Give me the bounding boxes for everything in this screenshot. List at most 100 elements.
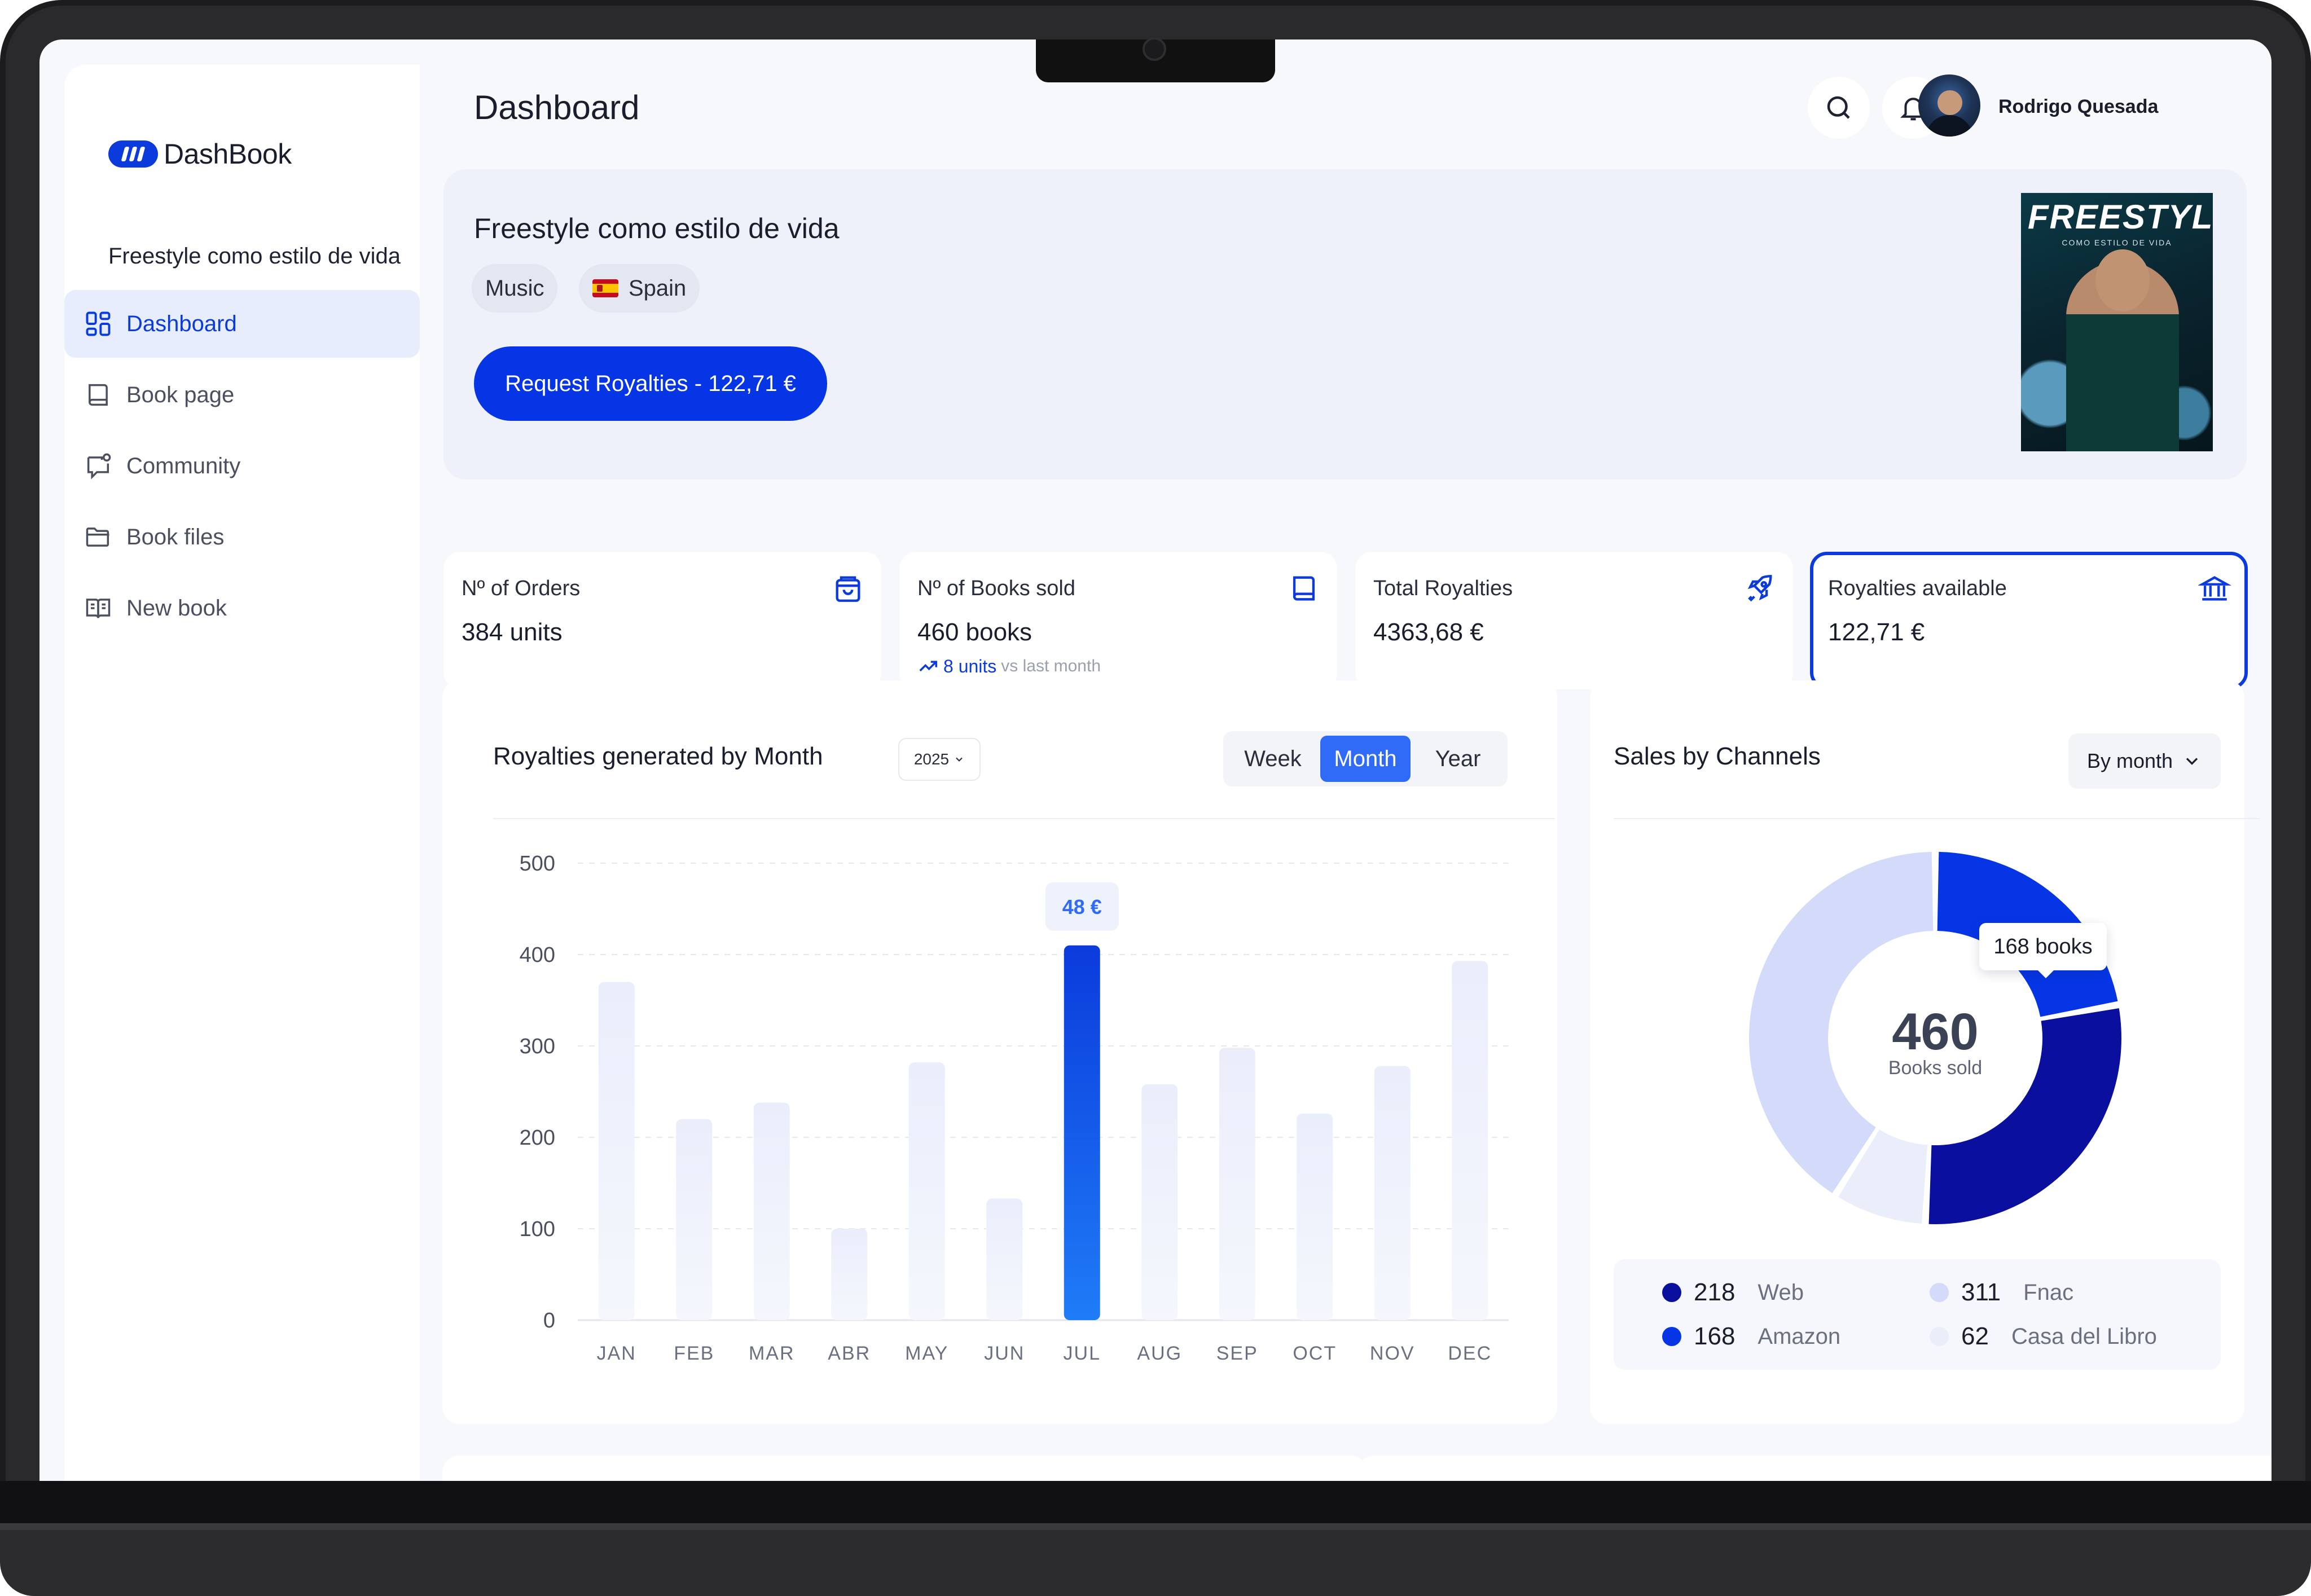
bar[interactable]	[1374, 1066, 1411, 1320]
bar[interactable]	[1452, 961, 1488, 1320]
avatar[interactable]	[1918, 74, 1980, 137]
trend-indicator: 8 units vs last month	[917, 656, 1101, 677]
bottom-card-right	[1357, 1456, 2272, 1481]
stat-card-royalties-available[interactable]: Royalties available 122,71 €	[1810, 552, 2248, 689]
search-button[interactable]	[1808, 77, 1870, 139]
request-royalties-button[interactable]: Request Royalties - 122,71 €	[474, 346, 827, 421]
sidebar-item-label: Dashboard	[126, 311, 237, 336]
x-tick-label: ABR	[828, 1343, 871, 1364]
y-tick-label: 400	[520, 943, 555, 967]
book-cover[interactable]: FREESTYLE COMO ESTILO DE VIDA	[2021, 193, 2213, 451]
bar[interactable]	[676, 1119, 713, 1320]
sidebar-item-label: Book page	[126, 382, 235, 407]
bar[interactable]	[831, 1229, 868, 1320]
x-tick-label: MAR	[749, 1343, 795, 1364]
period-toggle: Week Month Year	[1223, 731, 1508, 786]
stat-value: 4363,68 €	[1373, 618, 1484, 646]
donut-slice-web[interactable]	[1928, 1008, 2121, 1224]
sales-title: Sales by Channels	[1614, 742, 1821, 770]
stat-label: Royalties available	[1828, 577, 2007, 600]
sidebar-item-label: Community	[126, 453, 241, 478]
x-tick-label: JAN	[597, 1343, 636, 1364]
sidebar: DashBook Freestyle como estilo de vida D…	[64, 64, 420, 1481]
chevron-down-icon	[2186, 758, 2198, 765]
x-tick-label: MAY	[905, 1343, 948, 1364]
filter-label: By month	[2086, 749, 2173, 772]
bar[interactable]	[753, 1102, 790, 1320]
laptop-chin	[0, 1481, 2311, 1523]
bank-icon	[2198, 576, 2231, 601]
y-tick-label: 300	[520, 1035, 555, 1058]
y-tick-label: 100	[520, 1217, 555, 1241]
logo-icon	[108, 140, 158, 168]
donut-total-label: Books sold	[1888, 1057, 1982, 1079]
sidebar-item-book-page[interactable]: Book page	[64, 361, 420, 429]
x-tick-label: AUG	[1137, 1343, 1182, 1364]
legend-dot	[1662, 1283, 1681, 1302]
legend-name: Amazon	[1758, 1324, 1841, 1349]
camera-icon	[1143, 37, 1166, 61]
x-tick-label: JUN	[984, 1343, 1025, 1364]
laptop-base	[0, 1523, 2311, 1596]
search-icon	[1827, 96, 1850, 119]
spain-flag-icon	[592, 279, 618, 297]
bar[interactable]	[1219, 1048, 1255, 1320]
sidebar-item-book-files[interactable]: Book files	[64, 503, 420, 571]
sidebar-item-dashboard[interactable]: Dashboard	[64, 290, 420, 358]
country-chip: Spain	[579, 264, 700, 313]
x-tick-label: SEP	[1216, 1343, 1258, 1364]
period-filter-select[interactable]: By month	[2068, 733, 2221, 789]
legend-count: 311	[1961, 1278, 2001, 1306]
grid-icon	[86, 311, 111, 336]
bar[interactable]	[986, 1198, 1023, 1320]
bar-tooltip-text: 48 €	[1062, 895, 1102, 918]
bar[interactable]	[1141, 1084, 1178, 1320]
stat-card-total-royalties: Total Royalties 4363,68 €	[1355, 552, 1793, 689]
x-tick-label: JUL	[1064, 1343, 1101, 1364]
legend-dot	[1662, 1327, 1681, 1346]
bottom-card-left	[442, 1456, 1368, 1481]
trend-up-icon	[919, 661, 937, 672]
folder-icon	[86, 527, 109, 547]
sales-donut-chart: 460 Books sold	[1749, 852, 2121, 1224]
brand-logo[interactable]: DashBook	[108, 138, 292, 170]
tab-month[interactable]: Month	[1320, 736, 1411, 782]
chat-icon	[87, 453, 111, 480]
tab-week[interactable]: Week	[1244, 746, 1302, 771]
bar[interactable]	[908, 1062, 945, 1320]
genre-label: Music	[485, 275, 544, 301]
card-divider	[1614, 818, 2260, 819]
rocket-icon	[1747, 575, 1772, 602]
donut-slice-fnac[interactable]	[1749, 852, 1934, 1193]
y-tick-label: 200	[520, 1126, 555, 1150]
legend-name: Web	[1758, 1280, 1804, 1305]
x-tick-label: FEB	[674, 1343, 714, 1364]
stat-value: 384 units	[462, 618, 563, 646]
sidebar-nav: Dashboard Book page Community Book files…	[64, 290, 420, 645]
legend-dot	[1930, 1327, 1949, 1346]
donut-slice-casa-del-libro[interactable]	[1838, 1129, 1928, 1224]
legend-name: Fnac	[2023, 1280, 2074, 1305]
bar-highlighted[interactable]	[1064, 945, 1100, 1320]
trend-note: vs last month	[1001, 657, 1101, 675]
page-title: Dashboard	[474, 89, 640, 126]
banner-title: Freestyle como estilo de vida	[474, 213, 840, 244]
open-book-icon	[86, 599, 111, 618]
legend-count: 62	[1961, 1322, 1989, 1350]
royalties-title: Royalties generated by Month	[493, 742, 823, 770]
legend-dot	[1930, 1283, 1949, 1302]
sidebar-item-new-book[interactable]: New book	[64, 574, 420, 642]
user-name[interactable]: Rodrigo Quesada	[1998, 96, 2159, 117]
x-tick-label: OCT	[1293, 1343, 1337, 1364]
tab-year[interactable]: Year	[1435, 746, 1481, 771]
year-select[interactable]: 2025	[898, 738, 981, 781]
book-icon	[89, 384, 108, 406]
book-banner	[443, 169, 2247, 480]
legend-count: 218	[1694, 1278, 1736, 1306]
sidebar-item-community[interactable]: Community	[64, 432, 420, 500]
legend-item-web: 218 Web	[1662, 1278, 1804, 1307]
bar[interactable]	[1297, 1113, 1333, 1320]
legend-name: Casa del Libro	[2011, 1324, 2157, 1349]
bar[interactable]	[598, 982, 635, 1320]
sidebar-item-label: Book files	[126, 524, 225, 549]
